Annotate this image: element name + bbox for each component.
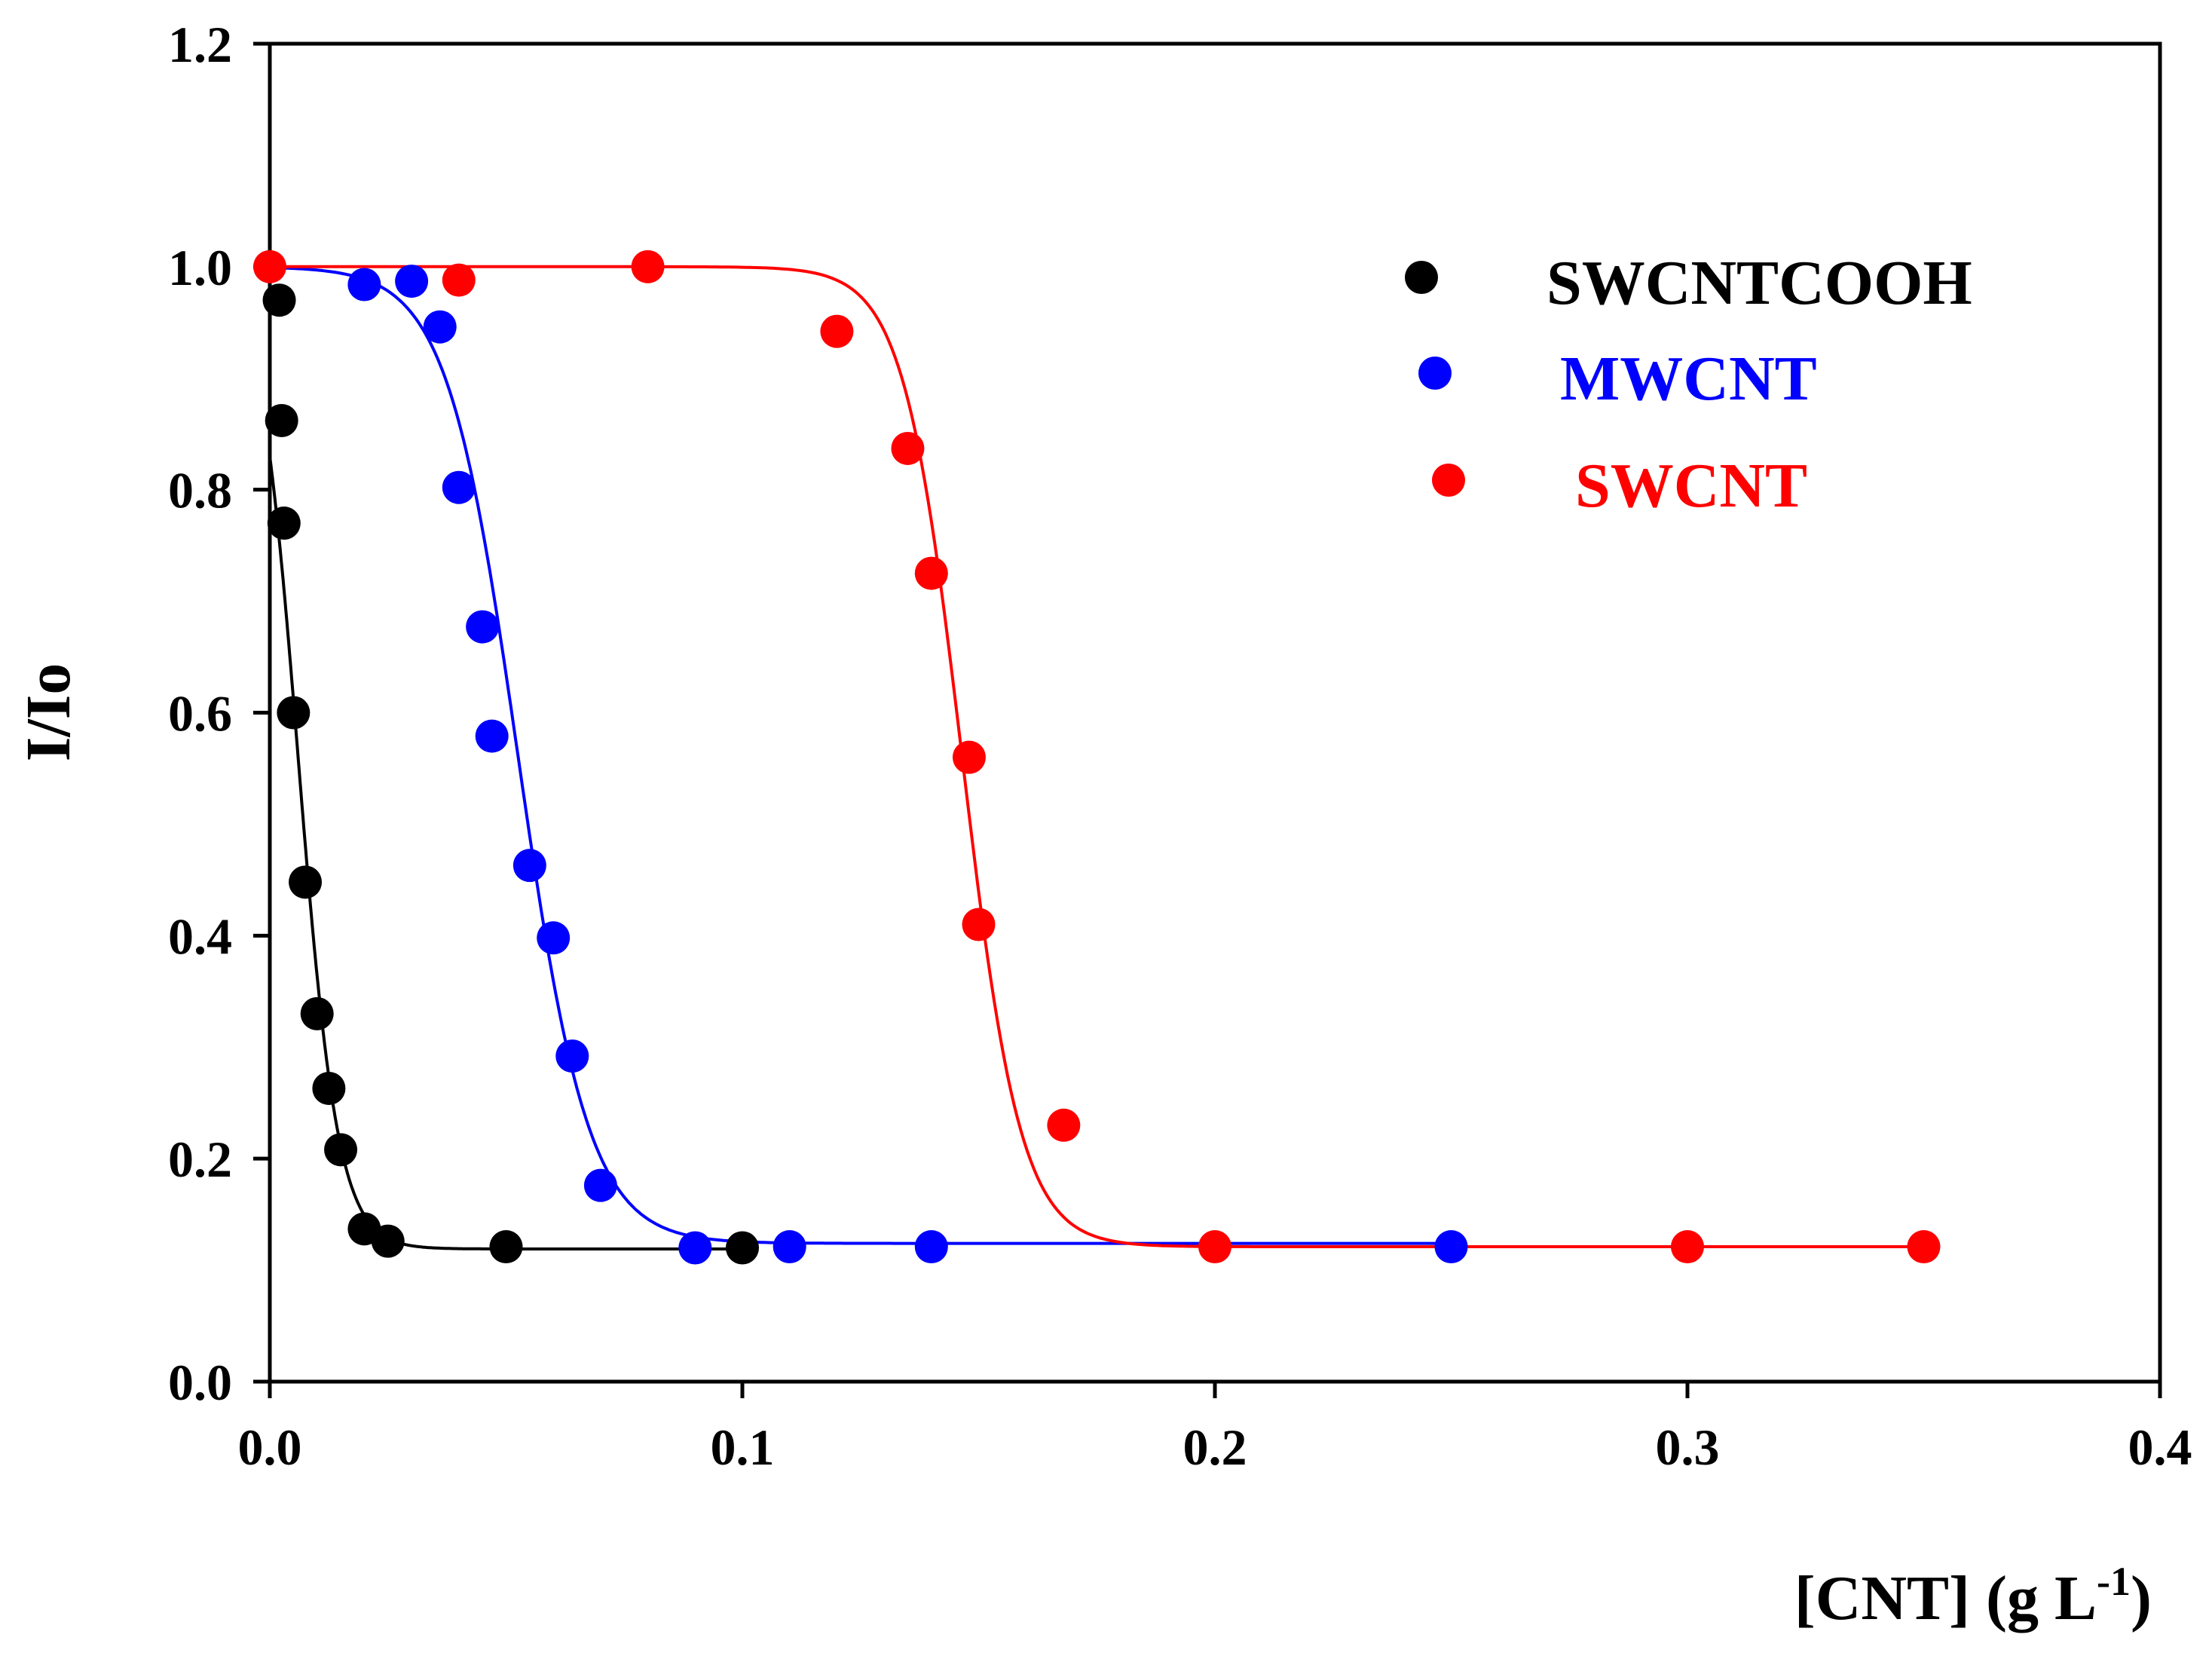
y-tick-label-2: 0.4 [168,908,232,965]
point-swcnt-3 [820,314,854,348]
point-swcntcooh-3 [277,696,311,730]
y-tick-label-6: 1.2 [168,16,232,73]
x-tick-label-3: 0.3 [1656,1419,1720,1476]
x-tick-label-4: 0.4 [2128,1419,2192,1476]
y-tick-label-0: 0.0 [168,1354,232,1411]
x-tick-label-1: 0.1 [711,1419,775,1476]
x-tick-label-0: 0.0 [238,1419,302,1476]
point-mwcnt-10 [678,1231,712,1265]
legend-marker-swcntcooh [1405,261,1438,294]
point-swcntcooh-7 [324,1133,358,1167]
point-swcntcooh-6 [312,1071,346,1105]
data-points [253,249,1941,1265]
point-swcnt-5 [914,556,948,590]
legend-marker-swcnt [1432,464,1465,497]
point-mwcnt-12 [914,1230,948,1264]
point-swcnt-7 [962,908,996,941]
y-tick-label-5: 1.0 [168,239,232,296]
y-tick-label-4: 0.8 [168,462,232,519]
point-mwcnt-0 [347,268,381,302]
point-mwcnt-13 [1434,1230,1468,1264]
point-mwcnt-4 [466,610,500,644]
point-swcntcooh-9 [371,1224,405,1258]
point-swcnt-8 [1047,1108,1081,1142]
point-mwcnt-1 [395,265,429,298]
legend: SWCNTCOOH MWCNT SWCNT [1405,248,1972,521]
point-swcntcooh-2 [267,507,301,540]
point-mwcnt-8 [555,1039,589,1073]
x-tick-label-2: 0.2 [1183,1419,1247,1476]
legend-label-mwcnt: MWCNT [1560,344,1817,414]
legend-marker-mwcnt [1418,357,1452,390]
point-mwcnt-7 [537,921,571,955]
x-axis-title-main: [CNT] (g L [1794,1563,2097,1633]
point-mwcnt-3 [442,470,476,504]
fit-curve-swcnt [270,265,1924,1248]
point-swcnt-2 [631,249,665,283]
point-swcntcooh-1 [265,403,298,437]
x-axis-title-sup: -1 [2097,1559,2131,1604]
y-axis-ticks: 0.0 0.2 0.4 0.6 0.8 1.0 1.2 [168,16,270,1411]
y-tick-label-3: 0.6 [168,685,232,742]
legend-item-swcnt: SWCNT [1432,451,1807,521]
point-swcnt-11 [1907,1230,1941,1264]
point-swcntcooh-5 [300,996,334,1030]
point-mwcnt-5 [475,719,509,753]
point-mwcnt-2 [423,310,457,344]
point-swcnt-6 [952,740,986,774]
fit-curve-swcntcooh [268,456,742,1250]
point-swcntcooh-10 [489,1230,523,1264]
plot-frame [268,41,2162,1384]
legend-label-swcntcooh: SWCNTCOOH [1547,248,1972,318]
y-axis-title: I/Io [14,663,84,762]
x-axis-title-end: ) [2131,1563,2152,1633]
legend-label-swcnt: SWCNT [1575,451,1807,521]
point-mwcnt-11 [773,1230,806,1264]
point-swcntcooh-4 [289,865,323,899]
point-swcntcooh-11 [726,1231,759,1265]
x-axis-title: [CNT] (g L-1) [1794,1559,2152,1633]
legend-item-swcntcooh: SWCNTCOOH [1405,248,1972,318]
point-swcnt-0 [253,249,286,283]
fit-curve-mwcnt [269,266,1452,1245]
point-swcntcooh-0 [262,283,296,317]
fit-curves [268,265,1924,1250]
x-axis-ticks: 0.0 0.1 0.2 0.3 0.4 [238,1382,2192,1476]
point-swcnt-4 [891,431,925,465]
point-mwcnt-6 [512,849,546,883]
y-tick-label-1: 0.2 [168,1131,232,1188]
point-swcnt-10 [1671,1230,1704,1264]
legend-item-mwcnt: MWCNT [1418,344,1817,414]
point-swcnt-1 [442,263,476,297]
point-swcnt-9 [1198,1230,1231,1264]
point-mwcnt-9 [583,1168,617,1202]
